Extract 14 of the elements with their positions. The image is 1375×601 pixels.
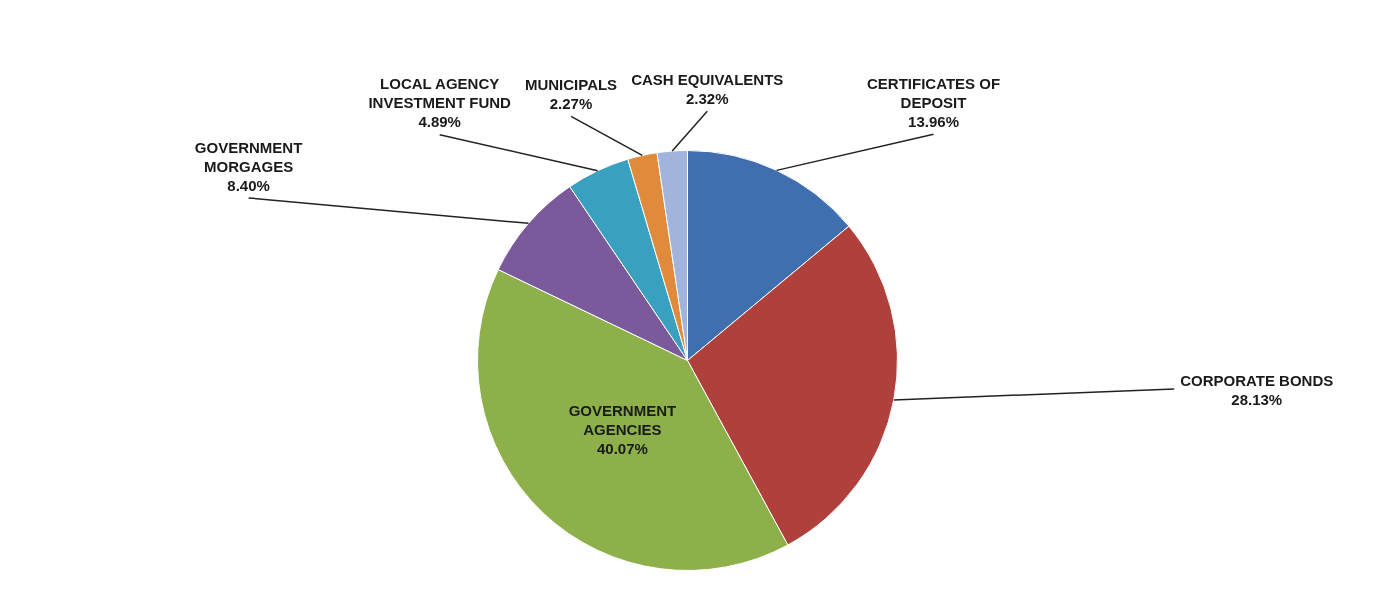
data-label: 40.07% [596, 440, 648, 458]
slice-label: CERTIFICATES OF DEPOSIT [867, 74, 1001, 111]
data-label: 4.89% [418, 113, 461, 131]
slice-label: MUNICIPALS [524, 76, 618, 94]
data-label: 2.32% [685, 89, 729, 107]
slice-label: CASH EQUIVALENTS [631, 70, 784, 88]
data-label: 8.40% [227, 176, 270, 194]
data-label: 13.96% [908, 112, 959, 130]
slice-label: GOVERNMENT MORGAGES [194, 138, 303, 175]
data-label: 2.27% [549, 95, 593, 113]
data-label: 28.13% [1231, 390, 1283, 408]
slice-label: CORPORATE BONDS [1180, 371, 1334, 389]
slice-label: LOCAL AGENCY INVESTMENT FUND [368, 75, 512, 112]
slice-label: GOVERNMENT AGENCIES [568, 402, 677, 439]
